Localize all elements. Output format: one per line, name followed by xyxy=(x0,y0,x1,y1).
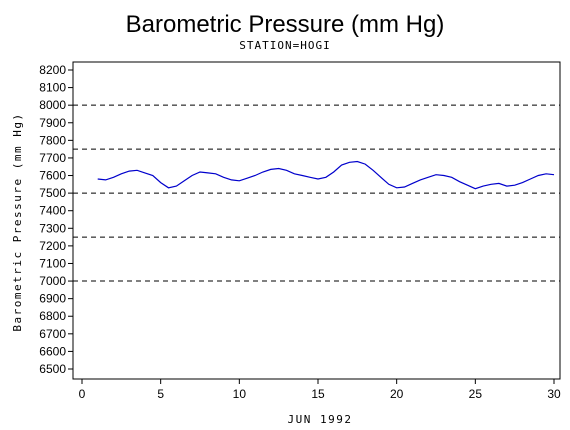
y-axis: 6500 6600 6700 6800 6900 7000 7100 7200 7300 7400… xyxy=(39,63,73,376)
x-axis: 0 5 10 15 20 25 30 xyxy=(79,379,561,401)
y-tick-label: 8200 xyxy=(39,63,66,77)
y-tick-label: 7300 xyxy=(39,221,66,235)
x-tick-label: 30 xyxy=(547,387,561,401)
x-tick-label: 0 xyxy=(79,387,86,401)
y-tick-label: 7400 xyxy=(39,204,66,218)
y-tick-label: 7800 xyxy=(39,133,66,147)
y-tick-label: 6500 xyxy=(39,362,66,376)
x-axis-label: JUN 1992 xyxy=(288,413,353,426)
x-tick-label: 20 xyxy=(390,387,404,401)
y-tick-label: 7600 xyxy=(39,169,66,183)
reference-lines xyxy=(73,104,560,282)
series-line xyxy=(97,160,555,190)
x-tick-label: 10 xyxy=(233,387,247,401)
x-tick-label: 15 xyxy=(311,387,325,401)
y-tick-label: 7200 xyxy=(39,239,66,253)
y-tick-label: 8000 xyxy=(39,98,66,112)
y-tick-label: 6800 xyxy=(39,309,66,323)
chart-subtitle: STATION=HOGI xyxy=(239,39,330,52)
y-tick-label: 6700 xyxy=(39,327,66,341)
x-tick-label: 5 xyxy=(157,387,164,401)
y-tick-label: 7900 xyxy=(39,116,66,130)
y-axis-label: Barometric Pressure (mm Hg) xyxy=(11,112,24,331)
plot-frame xyxy=(72,61,561,380)
y-tick-label: 7100 xyxy=(39,256,66,270)
y-tick-label: 6900 xyxy=(39,292,66,306)
series-group xyxy=(97,160,555,190)
y-tick-label: 6600 xyxy=(39,344,66,358)
y-tick-label: 7500 xyxy=(39,186,66,200)
y-tick-label: 7000 xyxy=(39,274,66,288)
y-tick-label: 7700 xyxy=(39,151,66,165)
chart-title: Barometric Pressure (mm Hg) xyxy=(126,11,445,38)
y-tick-label: 8100 xyxy=(39,81,66,95)
x-tick-label: 25 xyxy=(469,387,483,401)
